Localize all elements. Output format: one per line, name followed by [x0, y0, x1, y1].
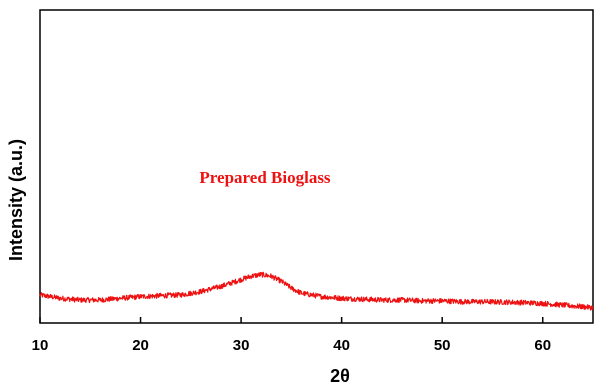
- plot-frame: [39, 9, 594, 324]
- x-axis-title: 2θ: [330, 366, 350, 386]
- x-tick-label: 50: [434, 337, 451, 354]
- series-group: [39, 271, 594, 311]
- x-tick-label: 60: [534, 337, 551, 354]
- x-tick-label: 10: [32, 337, 49, 354]
- x-tick-label: 30: [233, 337, 250, 354]
- x-tick-label: 20: [132, 337, 149, 354]
- y-axis-title: Intensity (a.u.): [6, 139, 26, 261]
- annotation-label: Prepared Bioglass: [199, 168, 331, 187]
- series-line-xrd: [39, 271, 594, 311]
- x-tick-label: 40: [333, 337, 350, 354]
- x-axis-ticks: 10 20 30 40 50 60: [32, 317, 551, 354]
